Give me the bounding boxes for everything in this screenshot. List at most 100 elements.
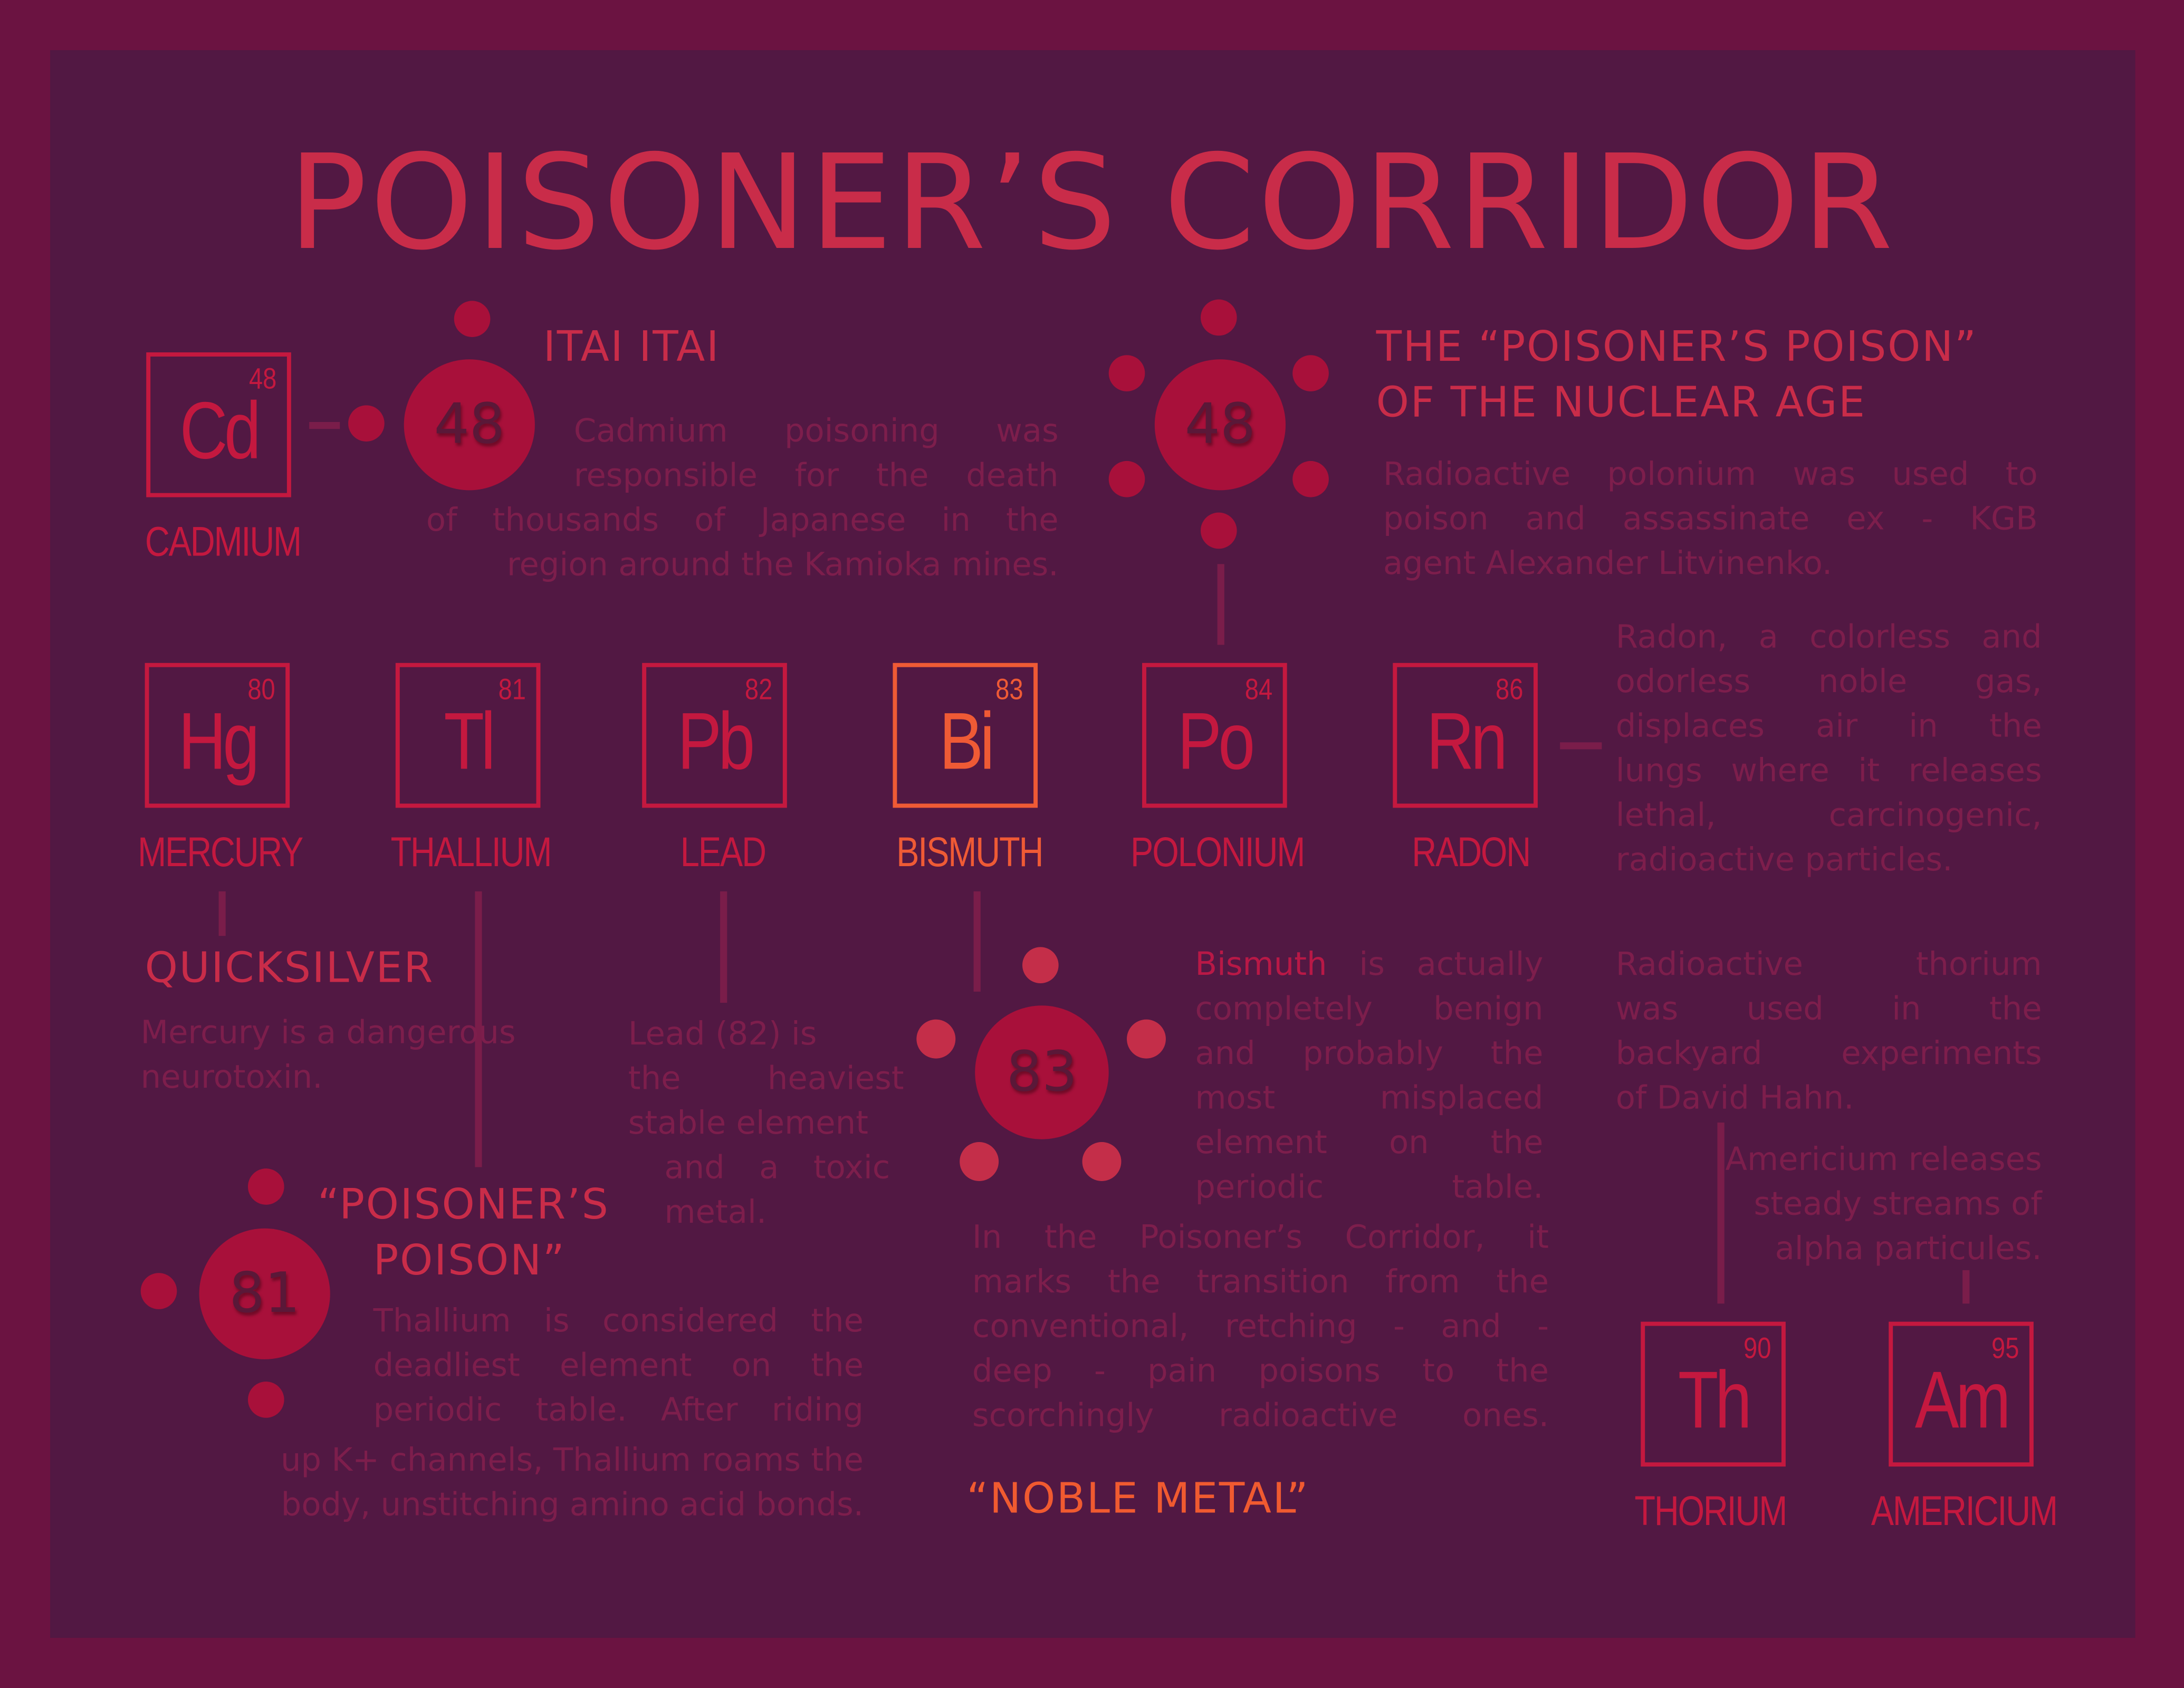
text-line: Cadmium poisoning was (573, 414, 1059, 450)
element-tile-pb: 82 Pb (642, 663, 787, 808)
atom-badge-tl: 81 (199, 1228, 330, 1359)
connector-rn (1560, 742, 1602, 750)
element-name-cd: CADMIUM (145, 519, 302, 565)
radon-text: Radon, a colorless and odorless noble ga… (1616, 616, 2042, 883)
atomic-number: 95 (1991, 1332, 2019, 1365)
text-line: Radioactive thorium (1615, 947, 2042, 984)
atom-dot (960, 1142, 999, 1181)
text-line: periodic table. After riding (373, 1393, 864, 1429)
atomic-number: 84 (1244, 674, 1272, 706)
atom-badge-bi: 83 (975, 1005, 1109, 1139)
text-fragment: is actually (1327, 947, 1544, 984)
text-line: element on the (1195, 1125, 1544, 1162)
thorium-text: Radioactive thorium was used in the back… (1616, 943, 2042, 1121)
connector-am (1962, 1270, 1970, 1304)
atom-dot (1200, 512, 1237, 549)
heading-line: THE “POISONER’S POISON” (1376, 323, 1978, 372)
text-line: odorless noble gas, (1615, 664, 2042, 701)
connector-tl (475, 891, 482, 1167)
text-line: Americium releases (1725, 1142, 2042, 1178)
element-tile-po: 84 Po (1142, 663, 1287, 808)
atom-dot (1108, 461, 1145, 497)
text-line: most misplaced (1195, 1080, 1544, 1117)
element-tile-bi: 83 Bi (893, 663, 1038, 808)
text-line: lethal, carcinogenic, (1615, 798, 2042, 835)
thallium-heading: “POISONER’S POISON” (318, 1178, 610, 1290)
text-line: up K+ channels, Thallium roams the (280, 1443, 864, 1479)
text-line: periodic table. (1195, 1169, 1544, 1206)
heading-line: POISON” (373, 1236, 566, 1286)
noble-metal-heading: “NOBLE METAL” (966, 1475, 1310, 1524)
element-tile-th: 90 Th (1641, 1321, 1786, 1467)
text-line: Lead (82) is (628, 1016, 817, 1053)
text-line: metal. (664, 1195, 767, 1231)
atom-dot (1292, 461, 1329, 497)
connector-po (1217, 564, 1224, 645)
element-name-bi: BISMUTH (896, 830, 1043, 876)
text-line: backyard experiments (1615, 1036, 2042, 1073)
element-name-pb: LEAD (680, 830, 767, 876)
atom-dot (1292, 355, 1329, 391)
element-name-tl: THALLIUM (390, 830, 552, 876)
quicksilver-heading: QUICKSILVER (145, 944, 434, 993)
element-name-po: POLONIUM (1131, 830, 1305, 876)
americium-text: Americium releases steady streams of alp… (1616, 1138, 2042, 1271)
connector-hg (218, 891, 226, 936)
element-symbol: Po (1177, 696, 1255, 787)
element-symbol: Cd (179, 386, 261, 476)
text-line: was used in the (1615, 991, 2042, 1028)
text-line: and probably the (1195, 1036, 1544, 1073)
atom-dot (1022, 947, 1059, 984)
element-symbol: Am (1914, 1355, 2011, 1446)
atom-dot (1127, 1019, 1166, 1059)
heading-line: “POISONER’S (317, 1181, 610, 1230)
text-line: body, unstitching amino acid bonds. (281, 1487, 864, 1524)
text-line: poison and assassinate ex - KGB (1383, 501, 2038, 538)
atomic-number: 86 (1495, 674, 1523, 706)
text-line: Radon, a colorless and (1615, 619, 2042, 656)
text-line: neurotoxin. (140, 1060, 323, 1096)
text-line: Mercury is a dangerous (140, 1015, 516, 1052)
connector-pb (720, 891, 727, 1003)
atomic-number: 90 (1743, 1332, 1771, 1365)
element-tile-am: 95 Am (1889, 1321, 2034, 1467)
element-tile-cd: 48 Cd (146, 352, 291, 497)
connector-bi (973, 891, 981, 992)
atom-dot (247, 1168, 284, 1205)
text-line: Thallium is considered the (373, 1303, 864, 1340)
text-line: the heaviest (628, 1061, 904, 1098)
text-line: conventional, retching - and - (972, 1309, 1549, 1346)
atom-dot (454, 301, 491, 337)
text-line: and a toxic (664, 1150, 890, 1187)
text-line: In the Poisoner’s Corridor, it (972, 1220, 1549, 1257)
text-line: completely benign (1195, 991, 1544, 1028)
text-line: deadliest element on the (373, 1348, 864, 1385)
atom-dot (1200, 299, 1237, 336)
text-line: scorchingly radioactive ones. (972, 1398, 1549, 1435)
poster-panel (50, 50, 2135, 1638)
text-line: steady streams of (1754, 1186, 2042, 1223)
element-symbol: Hg (178, 696, 260, 787)
atomic-number: 80 (247, 674, 275, 706)
element-tile-hg: 80 Hg (145, 663, 290, 808)
text-line: Radioactive polonium was used to (1383, 457, 2038, 493)
text-line: deep - pain poisons to the (972, 1354, 1549, 1390)
element-tile-rn: 86 Rn (1393, 663, 1538, 808)
thallium-text: Thallium is considered the deadliest ele… (373, 1299, 864, 1433)
text-line: lungs where it releases (1615, 753, 2042, 790)
element-symbol: Bi (939, 696, 994, 787)
text-line: responsible for the death (573, 458, 1059, 495)
element-name-am: AMERICIUM (1871, 1489, 2058, 1535)
element-name-th: THORIUM (1634, 1489, 1787, 1535)
text-line: displaces air in the (1615, 708, 2042, 745)
element-symbol: Pb (677, 696, 755, 787)
text-line: stable element (628, 1106, 868, 1143)
atom-dot (1108, 355, 1145, 391)
atomic-number: 83 (995, 674, 1023, 706)
text-line: of David Hahn. (1615, 1080, 1854, 1117)
heading-line: OF THE NUCLEAR AGE (1376, 379, 1866, 428)
atom-dot (916, 1019, 956, 1059)
atom-dot (247, 1382, 284, 1418)
itai-itai-heading: ITAI ITAI (543, 323, 720, 372)
